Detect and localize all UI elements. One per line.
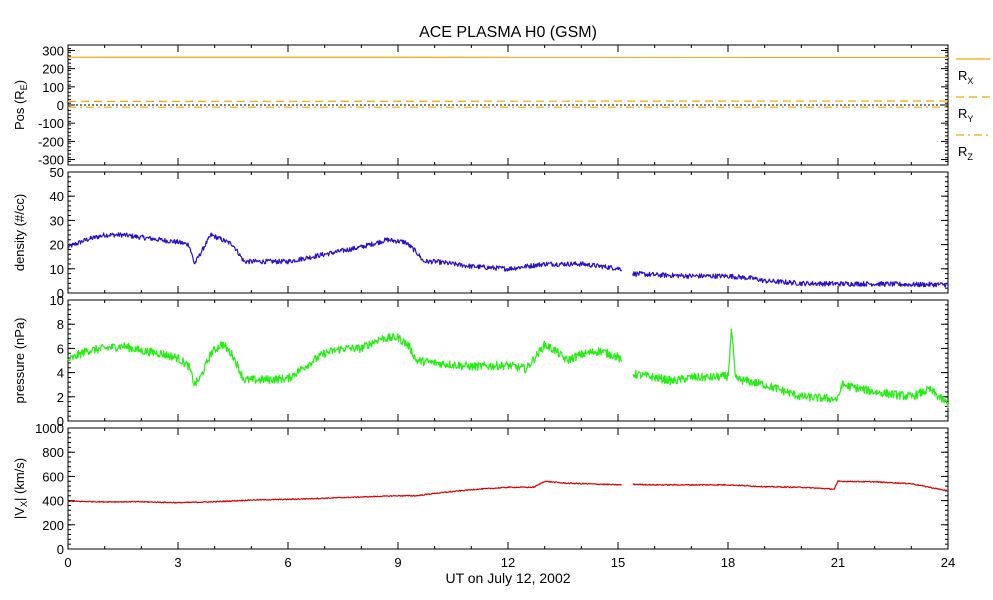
panel-frame-density [67, 171, 949, 294]
x-tick-label: 15 [611, 555, 625, 570]
y-axis-label-end-pos: ) [12, 80, 27, 84]
y-tick-label-density: 10 [50, 262, 64, 277]
panel-density: 50 40 30 20 10 0 density (#/cc) [12, 165, 949, 301]
y-axis-label-sub-vx: X [19, 501, 29, 507]
legend-label-y: RY [958, 106, 973, 124]
series-density-segment-0 [67, 232, 623, 272]
y-tick-label-pressure: 6 [57, 341, 64, 356]
x-tick-label: 6 [284, 555, 291, 570]
y-tick-label-pos: -100 [38, 116, 64, 131]
legend-label-main: R [958, 106, 967, 121]
y-axis-label-sub-pos: E [19, 84, 29, 90]
y-tick-label-pos: 200 [42, 62, 64, 77]
series-vx-segment-1 [632, 480, 949, 492]
y-tick-label-pos: -200 [38, 134, 64, 149]
legend-label-sub: Y [967, 114, 973, 124]
x-tick-label: 24 [941, 555, 955, 570]
y-tick-label-pos: 100 [42, 80, 64, 95]
y-tick-label-density: 20 [50, 238, 64, 253]
y-tick-label-density: 0 [57, 286, 64, 301]
legend-label-x: RX [958, 68, 973, 86]
y-axis-label-pressure: pressure (nPa) [12, 318, 27, 404]
y-axis-label-main-pressure: pressure (nPa) [12, 318, 27, 404]
y-axis-label-end-vx: | (km/s) [12, 458, 27, 501]
y-axis-label-main-vx: |V [12, 507, 27, 519]
x-tick-label: 18 [721, 555, 735, 570]
x-tick-label: 3 [174, 555, 181, 570]
x-tick-label: 0 [64, 555, 71, 570]
legend-label-sub: X [967, 76, 973, 86]
y-tick-label-vx: 200 [42, 518, 64, 533]
panel-vx: 1000 800 600 400 200 0 |VX| (km/s) [12, 421, 949, 557]
y-tick-label-pressure: 2 [57, 390, 64, 405]
series-density-segment-1 [632, 271, 949, 288]
panel-pressure: 10 8 6 4 2 0 pressure (nPa) [12, 293, 949, 429]
x-tick-label: 12 [501, 555, 515, 570]
y-tick-label-pos: 0 [57, 98, 64, 113]
panel-frame-pressure [67, 299, 949, 422]
y-axis-label-pos: Pos (RE) [12, 80, 29, 130]
y-tick-label-density: 40 [50, 189, 64, 204]
series-vx-segment-0 [67, 480, 622, 504]
legend-label-main: R [958, 144, 967, 159]
y-axis-label-vx: |VX| (km/s) [12, 458, 29, 519]
y-tick-label-pos: -300 [38, 153, 64, 168]
series-pressure-segment-1 [632, 328, 949, 408]
series-pressure-segment-0 [67, 333, 623, 387]
chart-title: ACE PLASMA H0 (GSM) [419, 24, 597, 41]
y-tick-label-pressure: 8 [57, 317, 64, 332]
y-tick-label-pressure: 0 [57, 414, 64, 429]
y-tick-label-vx: 0 [57, 542, 64, 557]
legend-label-sub: Z [967, 152, 973, 162]
y-tick-label-vx: 800 [42, 445, 64, 460]
x-axis: 0 3 6 9 12 15 18 21 24 [64, 555, 955, 570]
y-tick-label-vx: 600 [42, 469, 64, 484]
y-tick-label-vx: 1000 [35, 421, 64, 436]
y-tick-label-density: 50 [50, 165, 64, 180]
y-axis-label-main-pos: Pos (R [12, 90, 27, 130]
y-tick-label-pressure: 4 [57, 366, 64, 381]
x-axis-label: UT on July 12, 2002 [445, 570, 570, 586]
x-tick-label: 9 [394, 555, 401, 570]
y-tick-label-vx: 400 [42, 494, 64, 509]
y-axis-label-density: density (#/cc) [12, 194, 27, 271]
y-tick-label-pos: 300 [42, 43, 64, 58]
legend-label-main: R [958, 68, 967, 83]
x-tick-label: 21 [831, 555, 845, 570]
y-tick-label-pressure: 10 [50, 293, 64, 308]
y-axis-label-main-density: density (#/cc) [12, 194, 27, 271]
legend-label-z: RZ [958, 144, 973, 162]
y-tick-label-density: 30 [50, 213, 64, 228]
